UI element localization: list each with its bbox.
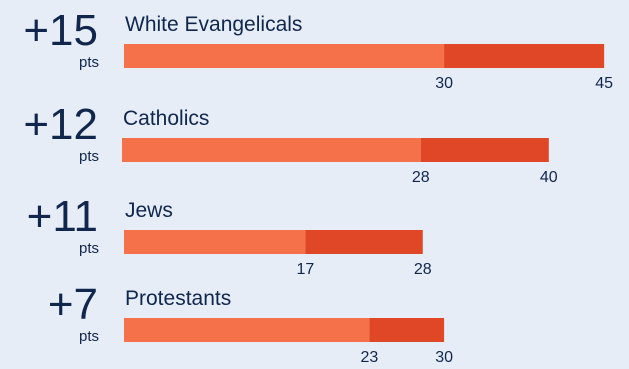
- group-label-white-evangelicals: White Evangelicals: [125, 13, 302, 36]
- bar-increase-jews: [305, 230, 423, 254]
- unit-label-catholics: pts: [79, 148, 99, 165]
- value-label-to-white-evangelicals: 45: [595, 75, 613, 92]
- unit-label-jews: pts: [79, 240, 99, 257]
- bar-increase-catholics: [420, 138, 549, 162]
- change-value-white-evangelicals: +15: [23, 6, 98, 55]
- change-value-jews: +11: [27, 192, 98, 241]
- value-label-from-jews: 17: [296, 261, 314, 278]
- unit-label-white-evangelicals: pts: [79, 54, 99, 71]
- value-label-to-protestants: 30: [435, 349, 453, 366]
- bar-increase-protestants: [369, 318, 445, 342]
- bar-increase-white-evangelicals: [444, 44, 605, 68]
- value-label-from-white-evangelicals: 30: [435, 75, 453, 92]
- bar-base-catholics: [122, 138, 421, 162]
- change-value-catholics: +12: [23, 100, 98, 149]
- group-label-catholics: Catholics: [123, 107, 209, 130]
- unit-label-protestants: pts: [79, 328, 99, 345]
- bar-base-jews: [124, 230, 306, 254]
- bar-base-white-evangelicals: [124, 44, 445, 68]
- value-label-to-catholics: 40: [540, 169, 558, 186]
- value-label-to-jews: 28: [414, 261, 432, 278]
- change-value-protestants: +7: [48, 280, 98, 329]
- value-label-from-catholics: 28: [412, 169, 430, 186]
- group-label-protestants: Protestants: [125, 287, 231, 310]
- bar-base-protestants: [124, 318, 370, 342]
- group-label-jews: Jews: [125, 199, 173, 222]
- value-label-from-protestants: 23: [361, 349, 379, 366]
